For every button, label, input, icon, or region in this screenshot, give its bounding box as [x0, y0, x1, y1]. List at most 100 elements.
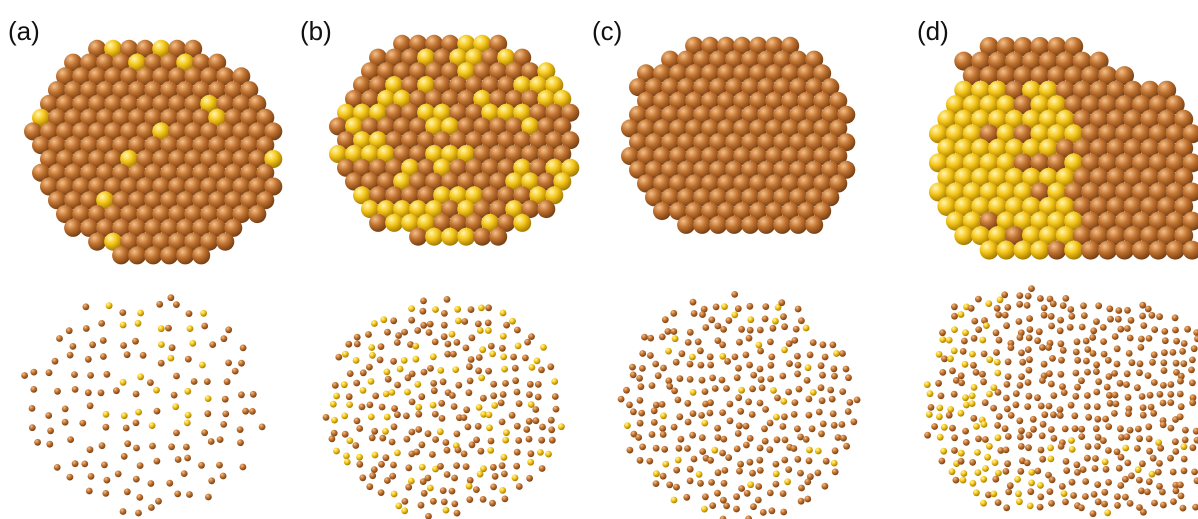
particle-a-copper-atom	[80, 136, 99, 155]
particle-d-gold-atom	[945, 153, 965, 173]
particle-b-copper-atom	[409, 145, 428, 163]
particle-a-copper-atom	[200, 177, 219, 196]
particle-b-gold-atom	[473, 34, 492, 53]
lattice-c-copper-atom	[723, 385, 730, 392]
particle-c-copper-atom	[813, 119, 832, 138]
particle-a-copper-atom	[56, 205, 74, 224]
lattice-c-copper-atom	[636, 419, 644, 427]
lattice-d-copper-atom	[1016, 417, 1024, 425]
lattice-c-copper-atom	[779, 423, 787, 430]
particle-a-copper-atom	[192, 191, 211, 210]
lattice-a-copper-atom	[86, 402, 94, 410]
particle-b-copper-atom	[521, 62, 540, 81]
lattice-a-copper-atom	[102, 490, 110, 497]
particle-b-copper-atom	[409, 117, 428, 136]
particle-c-copper-atom	[773, 133, 792, 152]
lattice-b-copper-atom	[441, 310, 448, 317]
particle-a-copper-atom	[160, 136, 179, 155]
particle-a-copper-atom	[256, 191, 275, 210]
lattice-c-gold-atom	[772, 470, 780, 478]
particle-b-gold-atom	[337, 103, 355, 122]
lattice-b-copper-atom	[499, 391, 507, 398]
particle-c-copper-atom	[717, 202, 736, 221]
particle-a-copper-atom	[160, 246, 179, 265]
particle-a-copper-atom	[216, 122, 235, 141]
lattice-c-copper-atom	[617, 395, 625, 403]
lattice-b-gold-atom	[480, 465, 487, 473]
lattice-d-gold-atom	[969, 479, 977, 487]
particle-b-copper-atom	[369, 186, 388, 205]
lattice-a-copper-atom	[132, 475, 140, 483]
lattice-b-copper-atom	[415, 410, 423, 418]
particle-d-copper-atom	[1106, 80, 1126, 100]
particle-b-copper-atom	[481, 186, 500, 205]
particle-a-copper-atom	[96, 81, 115, 100]
lattice-c-copper-atom	[736, 338, 743, 346]
lattice-d-copper-atom	[1074, 383, 1081, 391]
lattice-b-copper-atom	[444, 350, 452, 358]
lattice-d-copper-atom	[1037, 402, 1045, 410]
lattice-d-gold-atom	[939, 336, 947, 343]
lattice-b-gold-atom	[343, 458, 351, 466]
particle-a-gold-atom	[104, 232, 123, 251]
lattice-b-copper-atom	[515, 437, 523, 444]
particle-c-copper-atom	[773, 188, 792, 207]
particle-b-gold-atom	[441, 227, 460, 246]
particle-b-gold-atom	[377, 145, 396, 163]
particle-d-gold-atom	[988, 80, 1008, 100]
lattice-b-copper-atom	[453, 462, 460, 469]
lattice-b-gold-atom	[401, 507, 409, 515]
particle-c-copper-atom	[701, 202, 720, 221]
particle-c-copper-atom	[717, 147, 736, 165]
lattice-c-copper-atom	[638, 409, 646, 417]
lattice-a-copper-atom	[237, 439, 244, 447]
particle-a-copper-atom	[232, 122, 251, 141]
lattice-c-copper-atom	[648, 431, 656, 438]
particle-a-copper-atom	[32, 163, 50, 182]
lattice-a-gold-atom	[172, 403, 180, 411]
particle-b-gold-atom	[545, 186, 564, 205]
lattice-b-gold-atom	[331, 416, 338, 424]
particle-d-copper-atom	[1047, 37, 1067, 56]
particle-a-copper-atom	[120, 177, 139, 196]
lattice-d-copper-atom	[1095, 302, 1103, 310]
lattice-d-copper-atom	[1167, 399, 1175, 406]
lattice-b-gold-atom	[545, 450, 552, 458]
particle-d-copper-atom	[1123, 80, 1143, 100]
lattice-b-copper-atom	[485, 367, 492, 375]
lattice-a-copper-atom	[222, 410, 230, 418]
particle-b-copper-atom	[529, 103, 548, 122]
lattice-d-copper-atom	[1102, 465, 1110, 473]
lattice-c-copper-atom	[794, 425, 801, 433]
lattice-d-copper-atom	[1105, 479, 1112, 486]
lattice-d-copper-atom	[1093, 368, 1100, 375]
lattice-c-copper-atom	[759, 509, 767, 516]
particle-a-copper-atom	[248, 177, 267, 196]
lattice-b-copper-atom	[512, 377, 520, 385]
lattice-d-copper-atom	[1017, 433, 1024, 441]
lattice-c-copper-atom	[659, 425, 667, 432]
lattice-c-copper-atom	[629, 371, 637, 379]
particle-b-copper-atom	[361, 89, 379, 108]
lattice-c-copper-atom	[697, 479, 704, 487]
lattice-c-copper-atom	[724, 358, 731, 365]
lattice-a-copper-atom	[46, 440, 54, 448]
lattice-d-copper-atom	[1083, 403, 1091, 410]
lattice-b-copper-atom	[487, 342, 495, 350]
particle-c-copper-atom	[765, 174, 784, 193]
lattice-d-copper-atom	[1056, 327, 1064, 335]
particle-a-copper-atom	[112, 163, 131, 182]
lattice-d-copper-atom	[1074, 469, 1081, 476]
lattice-d-copper-atom	[981, 399, 989, 407]
lattice-d-gold-atom	[1155, 439, 1163, 446]
particle-b-copper-atom	[489, 172, 508, 191]
lattice-d-copper-atom	[1169, 468, 1177, 476]
lattice-d-copper-atom	[1190, 345, 1198, 353]
lattice-b-copper-atom	[429, 451, 436, 458]
particle-a-copper-atom	[184, 122, 203, 141]
particle-c-copper-atom	[733, 147, 752, 165]
lattice-c-copper-atom	[659, 472, 667, 480]
particle-a-copper-atom	[200, 150, 219, 168]
particle-c-copper-atom	[797, 174, 816, 193]
lattice-b-copper-atom	[388, 438, 396, 446]
